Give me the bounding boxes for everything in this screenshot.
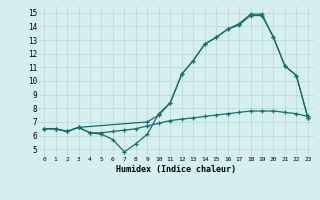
X-axis label: Humidex (Indice chaleur): Humidex (Indice chaleur) — [116, 165, 236, 174]
